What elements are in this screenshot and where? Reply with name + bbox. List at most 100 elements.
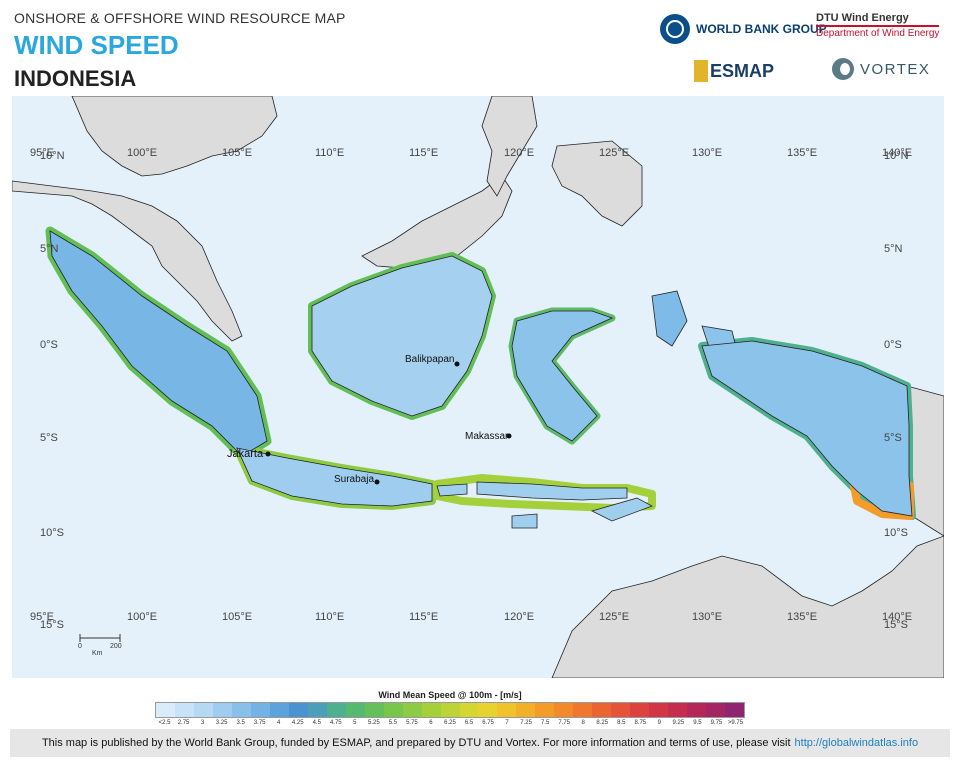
lon-label-135e-bottom: 135°E [787, 611, 817, 623]
halmahera [651, 290, 688, 347]
legend-swatch [725, 703, 745, 717]
city-makassar: Makassar [465, 431, 509, 442]
legend-swatch [231, 703, 251, 717]
legend-swatch [364, 703, 384, 717]
lon-label-105e-bottom: 105°E [222, 611, 252, 623]
legend-swatch [156, 703, 175, 717]
legend-tick-label: 7.5 [540, 720, 550, 726]
legend-swatch [554, 703, 574, 717]
balikpapan-marker [454, 361, 460, 367]
legend-swatch [174, 703, 194, 717]
page-title: WIND SPEED [14, 30, 179, 60]
wind-speed-map[interactable]: 95°E 100°E 105°E 110°E 115°E 120°E 125°E… [12, 96, 944, 678]
legend-tick-label: 7.75 [558, 720, 571, 726]
mindanao [551, 140, 643, 227]
legend-tick-label: <2.5 [158, 720, 171, 726]
dtu-logo: DTU Wind Energy Department of Wind Energ… [816, 12, 940, 39]
legend-tick-label: 9.5 [693, 720, 702, 726]
city-surabaja: Surabaja [334, 474, 374, 485]
lon-label-115e: 115°E [409, 147, 438, 159]
surabaja-marker [374, 479, 380, 485]
legend-swatch [193, 703, 213, 717]
legend-tick-label: 3.75 [253, 720, 266, 726]
country-title: INDONESIA [14, 66, 137, 91]
legend-swatch [402, 703, 422, 717]
legend-swatch [611, 703, 631, 717]
legend-tick-label: 8.5 [617, 720, 626, 726]
legend-swatch [573, 703, 593, 717]
legend-tick-label: 6.75 [482, 720, 494, 726]
lat-label-0s-right: 0°S [884, 339, 902, 351]
dtu-label: DTU Wind Energy [816, 12, 909, 24]
legend-tick-label: 4.75 [329, 720, 342, 726]
legend-swatch [440, 703, 460, 717]
legend-tick-label: 7.25 [520, 720, 532, 726]
legend-swatch [497, 703, 517, 717]
lon-label-95e: 95°E [30, 147, 54, 159]
legend-swatch [630, 703, 650, 717]
legend-color-bar [155, 702, 745, 718]
globe-icon [660, 14, 690, 44]
legend-tick-label: 6.5 [464, 720, 474, 726]
sumbawa-flores [476, 481, 628, 501]
lon-label-125e-bottom: 125°E [599, 611, 629, 623]
dtu-department: Department of Wind Energy [816, 25, 940, 39]
bali-lombok [436, 483, 468, 497]
jakarta-marker [265, 451, 271, 457]
legend-tick-label: 3 [200, 720, 205, 726]
legend-swatch [326, 703, 346, 717]
lon-label-140e-bottom: 140°E [882, 611, 912, 623]
scale-bar: 0 200 Km [78, 634, 122, 657]
lat-label-15s: 15°S [40, 619, 64, 631]
legend-tick-label: 4.25 [291, 720, 304, 726]
esmap-label: ESMAP [710, 60, 775, 81]
lon-label-105e: 105°E [222, 147, 252, 159]
lon-label-125e: 125°E [599, 147, 629, 159]
legend-tick-label: 2.75 [177, 720, 190, 726]
scale-zero: 0 [78, 643, 82, 650]
world-bank-label: WORLD BANK GROUP [696, 22, 827, 36]
esmap-icon [694, 60, 708, 82]
lon-label-140e: 140°E [882, 147, 912, 159]
legend-tick-label: 3.25 [215, 720, 228, 726]
legend-swatch [478, 703, 498, 717]
legend-swatch [687, 703, 707, 717]
lon-label-95e-bottom: 95°E [30, 611, 54, 623]
legend-tick-label: 4 [277, 720, 281, 726]
lon-label-100e: 100°E [127, 147, 157, 159]
lat-label-5s: 5°S [40, 432, 58, 444]
legend-tick-label: 3.5 [236, 720, 245, 726]
wind-speed-legend: Wind Mean Speed @ 100m - [m/s] <2.5 2.75 3… [155, 690, 745, 726]
lat-label-10s: 10°S [40, 527, 64, 539]
legend-swatch [307, 703, 327, 717]
legend-tick-label: >9.75 [727, 720, 744, 726]
footer-link[interactable]: http://globalwindatlas.info [794, 737, 919, 749]
indochina [71, 96, 278, 177]
legend-swatch [212, 703, 232, 717]
legend-tick-label: 5.25 [368, 720, 380, 726]
esmap-logo: ESMAP [694, 60, 774, 82]
legend-tick-label: 6.25 [444, 720, 456, 726]
legend-tick-label: 4.5 [312, 720, 321, 726]
lon-label-115e-bottom: 115°E [409, 611, 438, 623]
legend-swatch [250, 703, 270, 717]
lon-label-130e-bottom: 130°E [692, 611, 722, 623]
legend-tick-label: 9 [657, 720, 661, 726]
legend-tick-label: 5.75 [406, 720, 418, 726]
header-subtitle: ONSHORE & OFFSHORE WIND RESOURCE MAP [14, 10, 346, 26]
lat-label-10n-right: 10°N [884, 150, 909, 162]
lon-label-100e-bottom: 100°E [127, 611, 157, 623]
legend-title: Wind Mean Speed @ 100m - [m/s] [378, 690, 522, 700]
lon-label-135e: 135°E [787, 147, 817, 159]
lon-label-120e-bottom: 120°E [504, 611, 534, 623]
legend-swatch [649, 703, 669, 717]
lat-label-5n-right: 5°N [884, 243, 903, 255]
legend-swatch [345, 703, 365, 717]
vortex-label: VORTEX [860, 60, 931, 78]
legend-swatch [668, 703, 688, 717]
legend-swatch [269, 703, 289, 717]
java [236, 447, 433, 507]
lat-label-15s-right: 15°S [884, 619, 908, 631]
borneo-kalimantan [311, 255, 493, 417]
sumba [511, 513, 538, 529]
